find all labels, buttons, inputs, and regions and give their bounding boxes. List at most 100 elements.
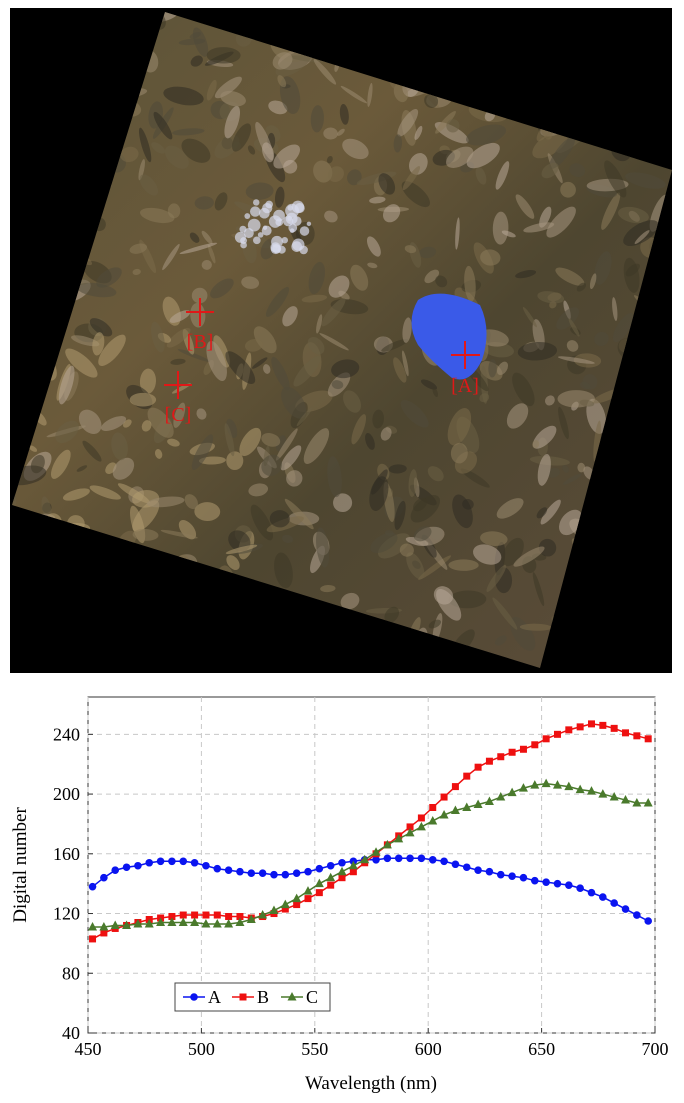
- marker: [100, 929, 107, 936]
- marker: [214, 912, 221, 919]
- snow-patch: [259, 208, 270, 219]
- marker: [497, 753, 504, 760]
- snow-patch: [287, 216, 292, 221]
- marker: [123, 863, 131, 871]
- snow-patch: [271, 244, 281, 254]
- marker: [554, 880, 562, 888]
- marker: [350, 868, 357, 875]
- marker: [191, 912, 198, 919]
- snow-patch: [275, 218, 283, 226]
- marker: [316, 889, 323, 896]
- marker: [452, 783, 459, 790]
- marker: [509, 749, 516, 756]
- marker: [395, 854, 403, 862]
- marker: [89, 883, 97, 891]
- marker: [111, 866, 119, 874]
- legend: ABC: [175, 983, 330, 1011]
- marker: [531, 741, 538, 748]
- marker: [452, 860, 460, 868]
- snow-patch: [253, 237, 261, 245]
- snow-patch: [250, 206, 260, 216]
- marker: [542, 878, 550, 886]
- marker: [100, 874, 108, 882]
- marker: [180, 912, 187, 919]
- marker: [259, 869, 267, 877]
- marker: [339, 874, 346, 881]
- marker: [520, 746, 527, 753]
- marker: [475, 764, 482, 771]
- snow-patch: [307, 222, 311, 226]
- snow-patch: [262, 226, 272, 236]
- marker: [293, 901, 300, 908]
- y-tick-label: 240: [53, 724, 80, 744]
- legend-label: A: [208, 987, 221, 1007]
- terrain-patch: [448, 559, 478, 571]
- marker: [157, 857, 165, 865]
- marker: [134, 862, 142, 870]
- marker: [486, 868, 494, 876]
- y-tick-label: 160: [53, 844, 80, 864]
- snow-patch: [282, 237, 288, 243]
- plot-frame: [88, 697, 655, 1033]
- snow-patch: [292, 201, 304, 213]
- marker: [645, 735, 652, 742]
- marker: [327, 862, 335, 870]
- x-axis-label: Wavelength (nm): [305, 1073, 437, 1094]
- marker: [418, 854, 426, 862]
- marker: [338, 859, 346, 867]
- marker: [565, 726, 572, 733]
- marker: [202, 862, 210, 870]
- marker: [429, 856, 437, 864]
- snow-patch: [253, 199, 259, 205]
- marker: [644, 917, 652, 925]
- marker: [622, 729, 629, 736]
- snow-patch: [292, 238, 304, 250]
- marker: [577, 723, 584, 730]
- marker: [240, 994, 247, 1001]
- y-tick-label: 40: [62, 1023, 80, 1043]
- marker: [611, 725, 618, 732]
- marker: [270, 871, 278, 879]
- y-tick-label: 200: [53, 784, 80, 804]
- marker: [190, 993, 198, 1001]
- marker: [179, 857, 187, 865]
- marker: [463, 773, 470, 780]
- marker: [89, 935, 96, 942]
- marker: [225, 866, 233, 874]
- marker: [588, 889, 596, 897]
- marker: [633, 911, 641, 919]
- snow-patch: [244, 213, 250, 219]
- marker: [384, 854, 392, 862]
- y-tick-label: 120: [53, 904, 80, 924]
- marker: [293, 869, 301, 877]
- marker: [225, 913, 232, 920]
- figure: [A] [B] [C] 4505005506006507004080120160…: [0, 0, 684, 1098]
- marker: [440, 857, 448, 865]
- marker: [418, 814, 425, 821]
- x-tick-label: 500: [188, 1039, 215, 1059]
- marker-label: [C]: [165, 404, 192, 426]
- page: [A] [B] [C] 4505005506006507004080120160…: [0, 0, 684, 1103]
- marker: [543, 735, 550, 742]
- marker: [520, 874, 528, 882]
- marker: [327, 882, 334, 889]
- marker: [508, 872, 516, 880]
- marker: [247, 869, 255, 877]
- marker: [565, 881, 573, 889]
- x-tick-label: 600: [415, 1039, 442, 1059]
- marker: [168, 857, 176, 865]
- x-tick-label: 700: [642, 1039, 669, 1059]
- marker: [599, 893, 607, 901]
- marker: [474, 866, 482, 874]
- y-axis-label: Digital number: [10, 807, 31, 923]
- marker: [304, 895, 311, 902]
- snow-patch: [235, 232, 246, 243]
- x-tick-label: 650: [528, 1039, 555, 1059]
- marker: [463, 863, 471, 871]
- marker: [282, 871, 290, 879]
- marker: [576, 884, 584, 892]
- marker: [622, 905, 630, 913]
- marker: [610, 899, 618, 907]
- snow-patch: [300, 226, 310, 236]
- marker: [599, 722, 606, 729]
